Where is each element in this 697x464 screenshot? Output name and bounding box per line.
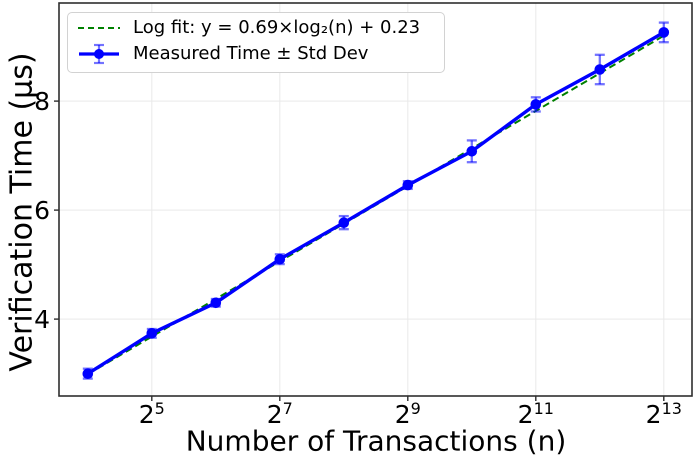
legend-label-logfit: Log fit: y = 0.69×log₂(n) + 0.23	[133, 17, 421, 39]
y-tick-label: 8	[34, 87, 50, 116]
data-point-marker	[274, 253, 286, 265]
data-point-marker	[338, 217, 350, 228]
x-tick-label: 213	[646, 399, 682, 429]
data-point-marker	[210, 297, 222, 309]
x-tick-label: 29	[395, 399, 421, 429]
legend: Log fit: y = 0.69×log₂(n) + 0.23 Measure…	[67, 12, 445, 73]
data-point-marker	[466, 146, 478, 157]
legend-item-measured: Measured Time ± Std Dev	[78, 41, 434, 67]
errorbar-marker-icon	[78, 41, 120, 67]
data-point-marker	[658, 27, 670, 38]
y-tick-label: 6	[34, 196, 50, 225]
y-tick-label: 4	[34, 305, 50, 334]
x-axis-label: Number of Transactions (n)	[185, 424, 567, 458]
data-point-marker	[402, 179, 414, 191]
y-axis-label: Verification Time (μs)	[4, 52, 40, 372]
x-tick-label: 25	[139, 399, 165, 429]
data-point-marker	[530, 99, 542, 110]
measured-line	[86, 30, 666, 376]
data-point-marker	[82, 368, 94, 380]
data-point-marker	[594, 64, 606, 75]
data-point-marker	[146, 328, 158, 339]
legend-label-measured: Measured Time ± Std Dev	[133, 42, 369, 64]
legend-item-logfit: Log fit: y = 0.69×log₂(n) + 0.23	[78, 17, 434, 39]
dashed-line-icon	[78, 27, 120, 30]
axis-spine	[58, 2, 693, 397]
